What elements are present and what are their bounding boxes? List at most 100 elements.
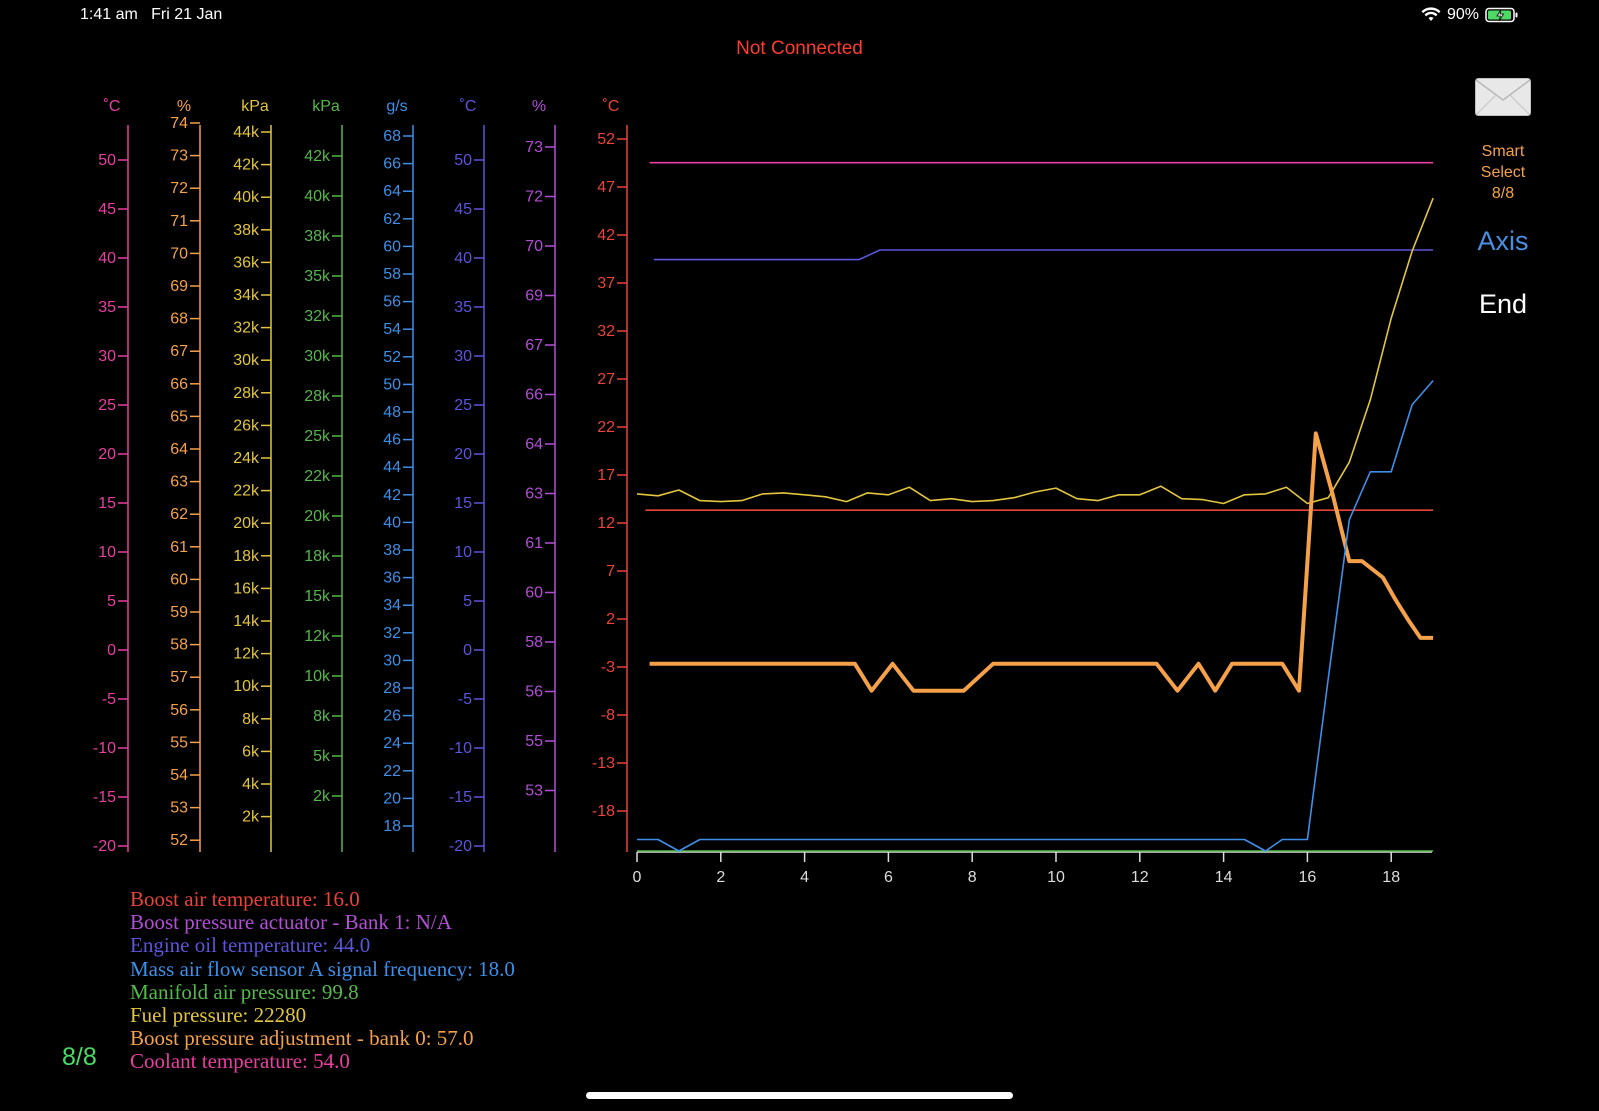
axis-tick-label: 26: [383, 708, 401, 725]
smart-select-line: Select: [1480, 164, 1526, 181]
axis-tick-label: 53: [525, 783, 543, 800]
axis-tick-label: 25k: [304, 428, 331, 445]
axis-tick-label: -13: [592, 755, 615, 772]
axis-tick-label: 2k: [242, 809, 260, 826]
axis-tick-label: -15: [93, 789, 116, 806]
axis-tick-label: 64: [525, 436, 543, 453]
axis-tick-label: 40: [98, 250, 116, 267]
axis-tick-label: 62: [170, 506, 188, 523]
battery-percent: 90%: [1446, 6, 1479, 23]
axis-tick-label: 44k: [233, 124, 260, 141]
legend-item: Mass air flow sensor A signal frequency:…: [130, 956, 515, 981]
axis-tick-label: 20: [98, 446, 116, 463]
axis-tick-label: 20: [383, 790, 401, 807]
axis-tick-label: 36: [383, 570, 401, 587]
series-line: [637, 380, 1434, 852]
axis-tick-label: 40: [383, 514, 401, 531]
x-axis-tick-label: 16: [1299, 869, 1317, 886]
axis-tick-label: -15: [449, 789, 472, 806]
axis-tick-label: 64: [170, 441, 188, 458]
axis-tick-label: 15: [98, 495, 116, 512]
axis-tick-label: 37: [597, 275, 615, 292]
axis-tick-label: 66: [383, 156, 401, 173]
axis-tick-label: 40k: [233, 189, 260, 206]
axis-tick-label: 2k: [313, 788, 331, 805]
wifi-icon: [1421, 7, 1441, 21]
axis-unit: ˚C: [460, 98, 477, 115]
axis-tick-label: -10: [449, 740, 472, 757]
axis-tick-label: 34k: [233, 287, 260, 304]
axis-tick-label: -8: [601, 707, 615, 724]
x-axis-tick-label: 10: [1047, 869, 1065, 886]
axis-tick-label: 64: [383, 183, 401, 200]
axis-unit: ˚C: [603, 98, 620, 115]
axis-unit: kPa: [312, 98, 340, 115]
axis-tick-label: 34: [383, 597, 401, 614]
axis-tick-label: 45: [454, 201, 472, 218]
axis-tick-label: 26k: [233, 417, 260, 434]
axis-tick-label: 56: [170, 702, 188, 719]
page-count[interactable]: 8/8: [62, 1043, 97, 1071]
axis-tick-label: 8k: [242, 711, 260, 728]
axis-tick-label: 10: [454, 544, 472, 561]
axis-tick-label: 36k: [233, 254, 260, 271]
axis-tick-label: -10: [93, 740, 116, 757]
axis-tick-label: 35k: [304, 268, 331, 285]
mail-icon[interactable]: [1475, 78, 1531, 116]
axis-tick-label: -20: [93, 838, 116, 855]
axis-tick-label: 46: [383, 432, 401, 449]
axis-tick-label: 15k: [304, 588, 331, 605]
axis-tick-label: 65: [170, 408, 188, 425]
axis-tick-label: 54: [170, 767, 188, 784]
axis-tick-label: 12k: [304, 628, 331, 645]
axis-tick-label: -5: [102, 691, 116, 708]
axis-tick-label: 57: [170, 669, 188, 686]
axis-tick-label: 0: [107, 642, 116, 659]
axis-tick-label: 22: [597, 419, 615, 436]
axis-tick-label: 53: [170, 800, 188, 817]
axis-tick-label: 12k: [233, 646, 260, 663]
axis-tick-label: 58: [525, 634, 543, 651]
axis-tick-label: 24: [383, 735, 401, 752]
axis-tick-label: 72: [170, 180, 188, 197]
axis-tick-label: 14k: [233, 613, 260, 630]
legend-item: Boost pressure adjustment - bank 0: 57.0: [130, 1026, 474, 1051]
axis-tick-label: 55: [525, 733, 543, 750]
axis-unit: %: [532, 98, 546, 115]
axis-tick-label: 18: [383, 818, 401, 835]
axis-tick-label: 38: [383, 542, 401, 559]
axis-tick-label: 27: [597, 371, 615, 388]
axis-tick-label: 68: [383, 128, 401, 145]
legend-item: Coolant temperature: 54.0: [130, 1049, 350, 1074]
axis-tick-label: 40: [454, 250, 472, 267]
axis-tick-label: 42k: [233, 157, 260, 174]
axis-tick-label: 20k: [233, 515, 260, 532]
axis-tick-label: 28k: [233, 385, 260, 402]
axis-tick-label: 18k: [233, 548, 260, 565]
axis-tick-label: 47: [597, 179, 615, 196]
x-axis-tick-label: 18: [1382, 869, 1400, 886]
x-axis-tick-label: 2: [716, 869, 725, 886]
axis-tick-label: 8k: [313, 708, 331, 725]
axis-tick-label: 30: [383, 652, 401, 669]
axis-tick-label: 6k: [242, 743, 260, 760]
axis-unit: ˚C: [104, 98, 121, 115]
smart-select-button[interactable]: Smart Select 8/8: [1460, 141, 1546, 204]
axis-tick-label: 56: [525, 684, 543, 701]
axis-tick-label: -18: [592, 803, 615, 820]
legend-item: Fuel pressure: 22280: [130, 1003, 307, 1028]
axis-tick-label: 69: [170, 278, 188, 295]
axis-tick-label: 62: [383, 211, 401, 228]
axis-button[interactable]: Axis: [1477, 226, 1529, 256]
axis-tick-label: -5: [458, 691, 472, 708]
axis-tick-label: 32k: [304, 308, 331, 325]
home-indicator[interactable]: [586, 1092, 1013, 1099]
axis-tick-label: 55: [170, 734, 188, 751]
axis-tick-label: 48: [383, 404, 401, 421]
axis-tick-label: 5k: [313, 748, 331, 765]
end-button[interactable]: End: [1478, 289, 1528, 319]
axis-tick-label: 42: [597, 227, 615, 244]
axis-tick-label: 69: [525, 288, 543, 305]
axis-tick-label: 63: [170, 474, 188, 491]
